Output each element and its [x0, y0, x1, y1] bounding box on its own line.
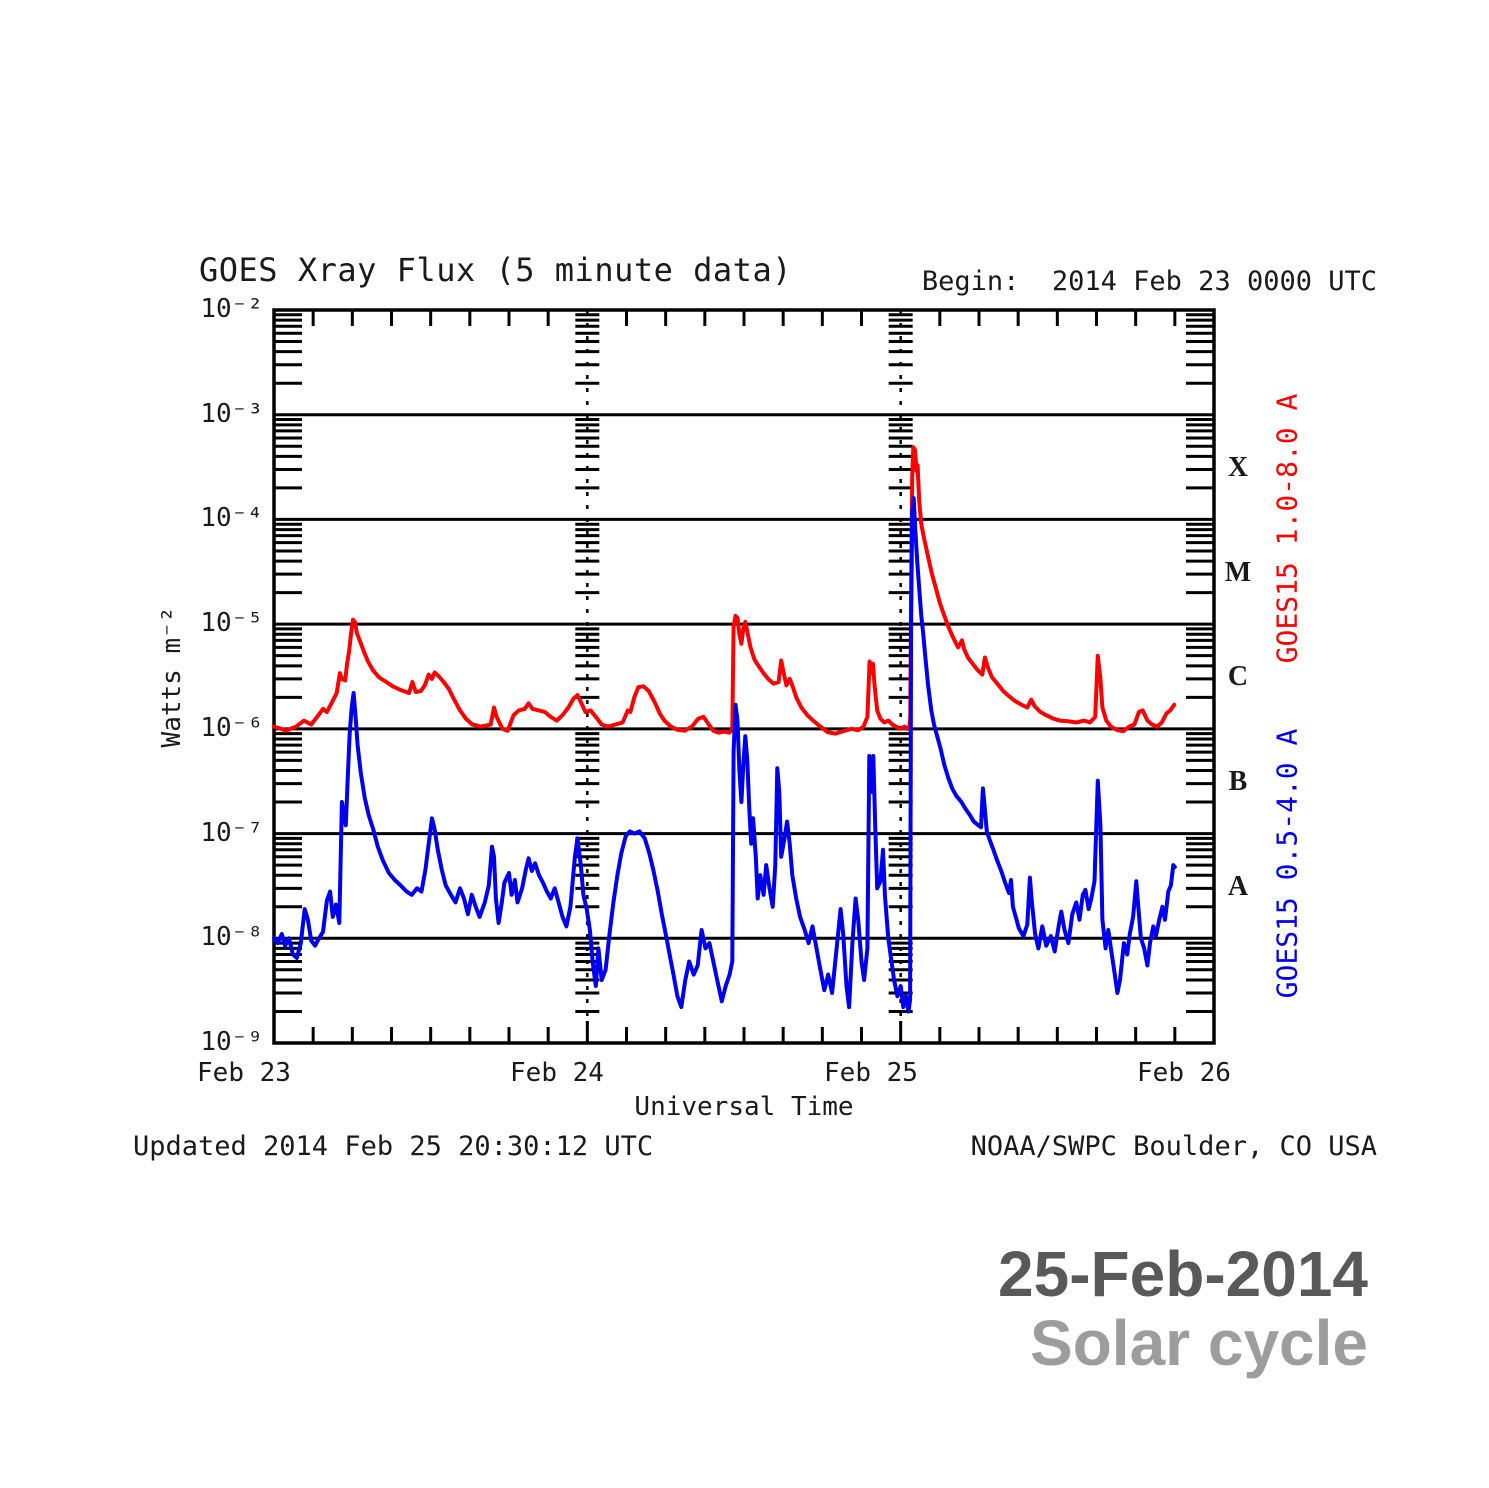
plot-frame — [272, 308, 1216, 1045]
class-letter-m: M — [1224, 557, 1252, 588]
legend-short-channel: GOES15 0.5-4.0 A — [1270, 728, 1304, 999]
hour-ticks — [311, 310, 1177, 1043]
y-tick-1e-9: 10⁻⁹ — [200, 1027, 263, 1057]
x-axis-title: Universal Time — [634, 1092, 854, 1122]
x-tick-feb26: Feb 26 — [1137, 1058, 1231, 1088]
class-letter-c: C — [1227, 661, 1249, 692]
y-axis-title: Watts m⁻² — [157, 606, 187, 748]
x-tick-feb23: Feb 23 — [197, 1058, 291, 1088]
stamp-date: 25-Feb-2014 — [998, 1238, 1368, 1310]
y-tick-1e-7: 10⁻⁷ — [200, 818, 263, 848]
stamp-series-name: Solar cycle — [1030, 1307, 1368, 1379]
chart-title: GOES Xray Flux (5 minute data) — [199, 251, 792, 289]
y-tick-1e-4: 10⁻⁴ — [200, 503, 263, 533]
decade-gridlines — [274, 413, 1214, 940]
y-tick-1e-6: 10⁻⁶ — [200, 713, 263, 743]
class-letter-b: B — [1228, 766, 1248, 797]
legend-long-channel: GOES15 1.0-8.0 A — [1270, 393, 1304, 664]
updated-timestamp: Updated 2014 Feb 25 20:30:12 UTC — [133, 1131, 654, 1162]
day-boundary-dotted-lines — [586, 310, 902, 1043]
y-tick-1e-2: 10⁻² — [200, 294, 263, 324]
x-tick-feb24: Feb 24 — [510, 1058, 604, 1088]
x-tick-feb25: Feb 25 — [824, 1058, 918, 1088]
begin-time-label: Begin: 2014 Feb 23 0000 UTC — [921, 266, 1377, 297]
y-tick-1e-3: 10⁻³ — [200, 399, 263, 429]
source-credit: NOAA/SWPC Boulder, CO USA — [970, 1131, 1377, 1162]
red-series-path — [272, 445, 1177, 736]
blue-series-path — [272, 496, 1177, 1014]
y-tick-1e-8: 10⁻⁸ — [200, 922, 263, 952]
class-letter-x: X — [1227, 452, 1249, 483]
log-minor-ticks — [274, 313, 1214, 1013]
flux-series — [272, 445, 1177, 1014]
y-tick-1e-5: 10⁻⁵ — [200, 608, 263, 638]
plot-border — [272, 308, 1216, 1045]
class-letter-a: A — [1227, 871, 1249, 902]
